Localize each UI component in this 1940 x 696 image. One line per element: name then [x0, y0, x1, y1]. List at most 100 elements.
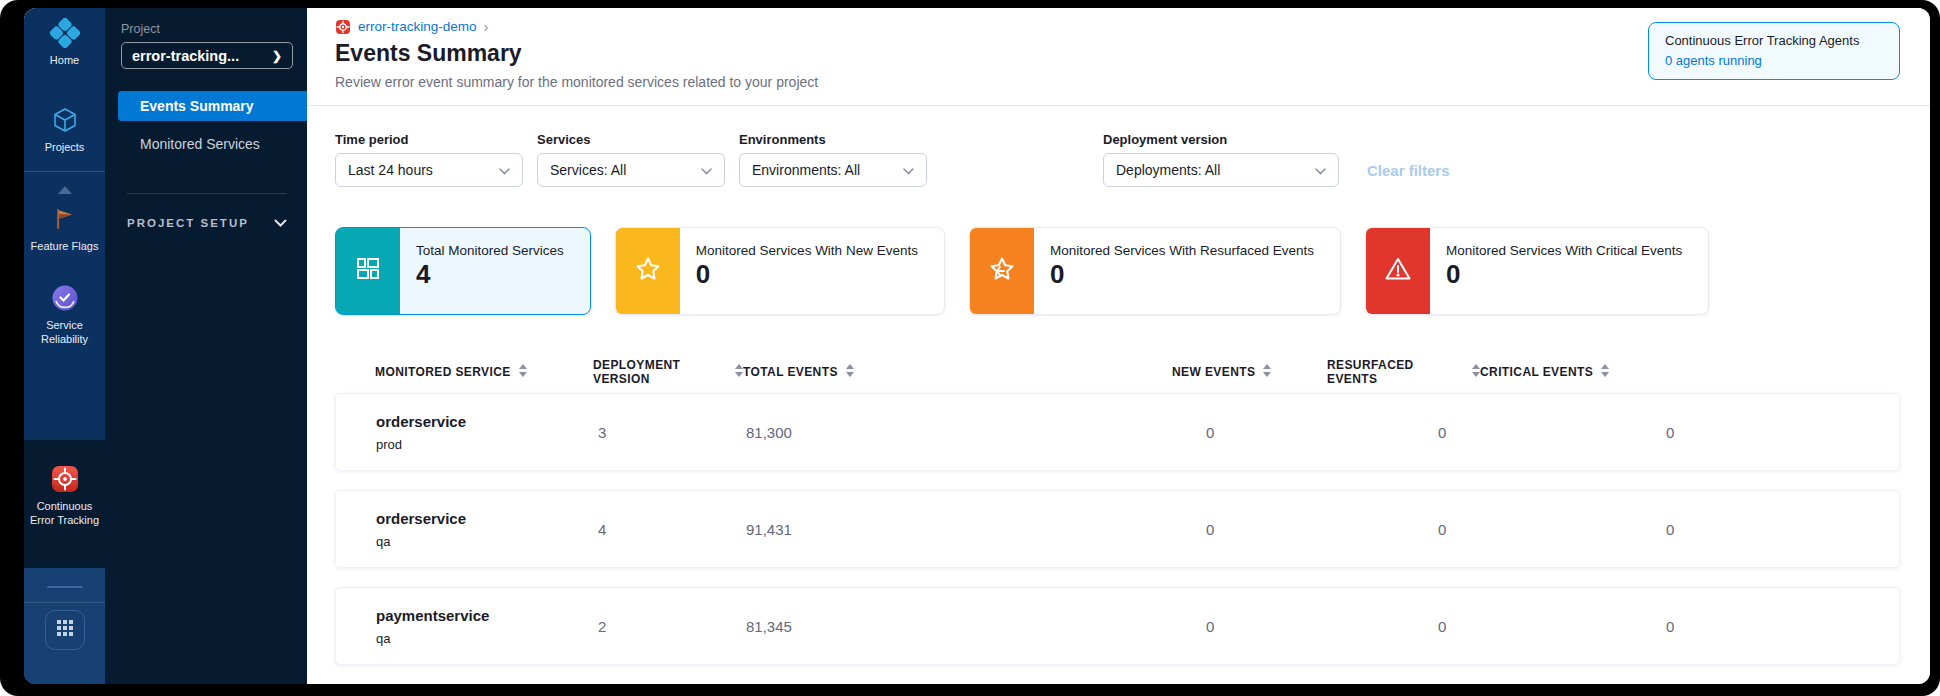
main-content: error-tracking-demo › Events Summary Rev…	[307, 8, 1930, 684]
card-value: 4	[416, 261, 564, 287]
card-content: Monitored Services With Resurfaced Event…	[1034, 228, 1340, 314]
card-label: Monitored Services With New Events	[696, 243, 918, 258]
sidebar-item-label: Monitored Services	[140, 136, 260, 152]
service-environment: prod	[376, 437, 594, 452]
column-header-new-events[interactable]: NEW EVENTS	[1172, 364, 1327, 380]
column-header-resurfaced-events[interactable]: RESURFACED EVENTS	[1327, 358, 1480, 386]
cell-total-events: 91,431	[744, 521, 1173, 538]
column-header-label: CRITICAL EVENTS	[1480, 365, 1593, 379]
page-body: Time period Last 24 hours Services Servi…	[307, 106, 1930, 684]
select-value: Environments: All	[752, 162, 860, 178]
service-environment: qa	[376, 631, 594, 646]
card-value: 0	[696, 261, 918, 287]
star-icon	[633, 254, 663, 288]
clear-filters-button[interactable]: Clear filters	[1367, 162, 1450, 179]
card-services-with-critical-events[interactable]: Monitored Services With Critical Events …	[1365, 227, 1709, 315]
agents-box-title: Continuous Error Tracking Agents	[1665, 33, 1883, 48]
rail-item-error-tracking[interactable]: Continuous Error Tracking	[24, 464, 105, 528]
card-total-monitored-services[interactable]: Total Monitored Services 4	[335, 227, 591, 315]
cell-critical-events: 0	[1481, 521, 1899, 538]
rail-item-feature-flags[interactable]: Feature Flags	[24, 204, 105, 253]
rail-item-service-reliability[interactable]: Service Reliability	[24, 283, 105, 347]
sidebar-item-events-summary[interactable]: Events Summary	[118, 91, 307, 121]
filter-label: Environments	[739, 132, 927, 147]
column-header-label: NEW EVENTS	[1172, 365, 1255, 379]
filter-environments: Environments Environments: All	[739, 132, 927, 187]
sidebar-item-monitored-services[interactable]: Monitored Services	[118, 129, 307, 159]
select-value: Services: All	[550, 162, 626, 178]
rail-section-active-module: Continuous Error Tracking	[24, 440, 105, 568]
dashboard-grid-icon	[353, 254, 383, 288]
module-rail: Home Projects	[24, 8, 105, 684]
table-row[interactable]: orderservice prod 3 81,300 0 0 0	[335, 393, 1900, 471]
table-row[interactable]: paymentservice qa 2 81,345 0 0 0	[335, 587, 1900, 665]
service-name: orderservice	[376, 413, 594, 430]
rail-divider	[24, 171, 105, 172]
card-services-with-new-events[interactable]: Monitored Services With New Events 0	[615, 227, 945, 315]
sort-icon	[846, 364, 854, 380]
cell-deployment-version: 3	[594, 424, 744, 441]
cell-deployment-version: 2	[594, 618, 744, 635]
cell-new-events: 0	[1173, 618, 1328, 635]
column-header-label: DEPLOYMENT VERSION	[593, 358, 727, 386]
sort-icon	[519, 364, 527, 380]
card-services-with-resurfaced-events[interactable]: Monitored Services With Resurfaced Event…	[969, 227, 1341, 315]
filter-time-period: Time period Last 24 hours	[335, 132, 523, 187]
column-header-deployment-version[interactable]: DEPLOYMENT VERSION	[593, 358, 743, 386]
star-refresh-icon	[987, 254, 1017, 288]
card-content: Monitored Services With New Events 0	[680, 228, 944, 314]
column-header-critical-events[interactable]: CRITICAL EVENTS	[1480, 364, 1900, 380]
rail-section-bottom	[24, 568, 105, 684]
agents-running-link[interactable]: 0 agents running	[1665, 53, 1883, 68]
chevron-down-icon	[274, 217, 287, 229]
sort-icon	[1601, 364, 1609, 380]
card-label: Monitored Services With Critical Events	[1446, 243, 1682, 258]
scroll-up-icon[interactable]	[58, 186, 72, 194]
cell-resurfaced-events: 0	[1328, 424, 1481, 441]
project-selector[interactable]: error-tracking... ❯	[121, 42, 293, 69]
table-row[interactable]: orderservice qa 4 91,431 0 0 0	[335, 490, 1900, 568]
services-select[interactable]: Services: All	[537, 153, 725, 187]
cell-resurfaced-events: 0	[1328, 521, 1481, 538]
card-value: 0	[1050, 261, 1314, 287]
column-header-total-events[interactable]: TOTAL EVENTS	[743, 364, 1172, 380]
cell-new-events: 0	[1173, 424, 1328, 441]
environments-select[interactable]: Environments: All	[739, 153, 927, 187]
column-header-label: RESURFACED EVENTS	[1327, 358, 1464, 386]
rail-item-home[interactable]: Home	[24, 18, 105, 67]
apps-grid-icon	[56, 619, 74, 641]
cell-critical-events: 0	[1481, 424, 1899, 441]
rail-item-projects[interactable]: Projects	[24, 105, 105, 154]
all-modules-button[interactable]	[45, 610, 85, 650]
project-setup-label: PROJECT SETUP	[127, 217, 249, 229]
summary-cards: Total Monitored Services 4 Monitored Ser…	[335, 227, 1900, 315]
project-setup-toggle[interactable]: PROJECT SETUP	[127, 217, 287, 229]
filter-label: Deployment version	[1103, 132, 1339, 147]
events-table: MONITORED SERVICE DEPLOYMENT VERSION TOT…	[335, 351, 1900, 665]
rail-item-label: Feature Flags	[31, 239, 99, 253]
chevron-down-icon	[701, 162, 712, 178]
cell-monitored-service: paymentservice qa	[336, 607, 594, 646]
column-header-monitored-service[interactable]: MONITORED SERVICE	[335, 364, 593, 380]
filter-label: Services	[537, 132, 725, 147]
select-value: Deployments: All	[1116, 162, 1220, 178]
cell-total-events: 81,345	[744, 618, 1173, 635]
projects-icon	[51, 105, 79, 135]
column-header-label: MONITORED SERVICE	[375, 365, 511, 379]
warning-triangle-icon	[1383, 254, 1413, 288]
card-content: Total Monitored Services 4	[400, 228, 590, 314]
feature-flags-icon	[51, 204, 79, 234]
project-panel: Project error-tracking... ❯ Events Summa…	[105, 8, 307, 684]
cell-critical-events: 0	[1481, 618, 1899, 635]
panel-divider	[127, 193, 287, 194]
table-header-row: MONITORED SERVICE DEPLOYMENT VERSION TOT…	[335, 351, 1900, 393]
service-reliability-icon	[50, 283, 80, 313]
time-period-select[interactable]: Last 24 hours	[335, 153, 523, 187]
breadcrumb-project-link[interactable]: error-tracking-demo	[358, 19, 477, 34]
rail-resize-handle[interactable]	[47, 586, 83, 588]
card-value: 0	[1446, 261, 1682, 287]
deployments-select[interactable]: Deployments: All	[1103, 153, 1339, 187]
rail-section-top: Home Projects	[24, 8, 105, 440]
rail-item-label: Continuous Error Tracking	[24, 499, 105, 528]
rail-bottom-divider	[24, 602, 105, 603]
